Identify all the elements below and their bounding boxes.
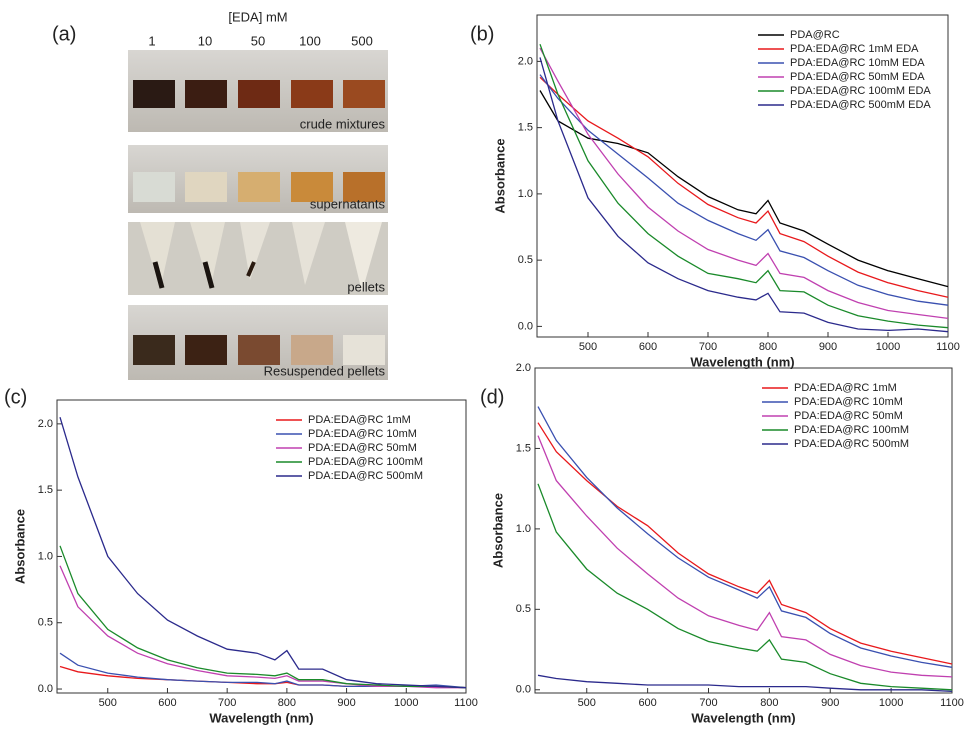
vials-supernatants — [133, 172, 385, 202]
legend-label: PDA:EDA@RC 1mM EDA — [790, 43, 919, 55]
y-tick-label: 1.0 — [516, 523, 531, 535]
legend-label: PDA:EDA@RC 1mM — [794, 382, 897, 394]
series-line — [59, 652, 467, 689]
x-tick-label: 500 — [99, 697, 117, 709]
row-label: Resuspended pellets — [264, 363, 386, 378]
x-tick-label: 1100 — [936, 341, 960, 353]
x-tick-label: 900 — [337, 697, 355, 709]
plot-frame — [536, 14, 949, 338]
vials-crude — [133, 80, 385, 108]
plot-frame — [56, 399, 467, 694]
x-axis-label: Wavelength (nm) — [690, 354, 794, 369]
series-line — [59, 565, 466, 689]
tubes-pellets — [140, 222, 382, 292]
panel-label: (c) — [4, 386, 27, 408]
concentration: 1 — [148, 33, 155, 48]
series-line — [539, 43, 949, 329]
y-tick-label: 2.0 — [516, 362, 531, 374]
series-line — [59, 417, 467, 689]
row-label: supernatants — [310, 196, 386, 211]
series-line — [539, 90, 949, 288]
series-line — [537, 406, 953, 668]
concentration: 100 — [299, 33, 321, 48]
row-label: crude mixtures — [300, 116, 386, 131]
legend-label: PDA:EDA@RC 1mM — [308, 414, 411, 426]
x-tick-label: 600 — [638, 697, 656, 709]
x-tick-label: 800 — [759, 341, 777, 353]
y-tick-label: 0.0 — [38, 683, 53, 695]
legend-label: PDA:EDA@RC 500mM — [308, 470, 423, 482]
y-tick-label: 0.5 — [38, 617, 53, 629]
x-tick-label: 1000 — [879, 697, 903, 709]
x-tick-label: 800 — [278, 697, 296, 709]
legend-label: PDA:EDA@RC 50mM EDA — [790, 71, 925, 83]
x-tick-label: 500 — [578, 697, 596, 709]
y-tick-label: 0.5 — [516, 603, 531, 615]
y-tick-label: 0.0 — [518, 320, 533, 332]
y-axis-label: Absorbance — [490, 493, 505, 568]
x-tick-label: 600 — [158, 697, 176, 709]
concentration: 50 — [251, 33, 265, 48]
y-tick-label: 2.0 — [518, 55, 533, 67]
header: [EDA] mM — [228, 9, 287, 24]
photo-panel: (a) [EDA] mM 1 10 50 100 500 crude mixtu… — [52, 9, 388, 380]
x-tick-label: 900 — [821, 697, 839, 709]
legend-label: PDA:EDA@RC 50mM — [308, 442, 417, 454]
x-tick-label: 900 — [819, 341, 837, 353]
concentration: 500 — [351, 33, 373, 48]
y-tick-label: 1.5 — [518, 122, 533, 134]
x-tick-label: 600 — [639, 341, 657, 353]
panel-label: (d) — [480, 386, 504, 408]
y-axis-label: Absorbance — [12, 509, 27, 584]
x-tick-label: 800 — [760, 697, 778, 709]
x-tick-label: 1100 — [454, 697, 478, 709]
panel-label: (a) — [52, 23, 76, 45]
legend-label: PDA:EDA@RC 100mM — [308, 456, 423, 468]
x-tick-label: 1000 — [394, 697, 418, 709]
series-line — [539, 74, 949, 306]
panel-label: (b) — [470, 23, 494, 45]
x-tick-label: 1000 — [876, 341, 900, 353]
y-tick-label: 1.5 — [38, 484, 53, 496]
x-tick-label: 1100 — [940, 697, 964, 709]
plot-frame — [534, 367, 953, 694]
x-tick-label: 700 — [699, 341, 717, 353]
series-line — [537, 483, 953, 691]
series-line — [537, 422, 953, 665]
legend-label: PDA:EDA@RC 500mM — [794, 438, 909, 450]
y-tick-label: 2.0 — [38, 418, 53, 430]
series-line — [539, 76, 949, 298]
legend-label: PDA:EDA@RC 10mM — [794, 396, 903, 408]
y-tick-label: 1.5 — [516, 442, 531, 454]
series-line — [539, 47, 949, 320]
x-tick-label: 700 — [218, 697, 236, 709]
legend-label: PDA:EDA@RC 100mM EDA — [790, 85, 931, 97]
x-tick-label: 700 — [699, 697, 717, 709]
y-axis-label: Absorbance — [492, 138, 507, 213]
x-axis-label: Wavelength (nm) — [209, 710, 313, 725]
row-label: pellets — [347, 279, 385, 294]
vials-resuspended — [133, 335, 385, 365]
x-tick-label: 500 — [579, 341, 597, 353]
legend-label: PDA:EDA@RC 50mM — [794, 410, 903, 422]
legend-label: PDA:EDA@RC 500mM EDA — [790, 99, 931, 111]
concentration: 10 — [198, 33, 212, 48]
y-tick-label: 0.0 — [516, 684, 531, 696]
legend-label: PDA:EDA@RC 100mM — [794, 424, 909, 436]
y-tick-label: 0.5 — [518, 254, 533, 266]
series-line — [537, 674, 953, 693]
y-tick-label: 1.0 — [38, 550, 53, 562]
x-axis-label: Wavelength (nm) — [691, 710, 795, 725]
legend-label: PDA@RC — [790, 29, 840, 41]
legend-label: PDA:EDA@RC 10mM — [308, 428, 417, 440]
series-line — [539, 57, 949, 333]
series-line — [537, 435, 953, 678]
series-line — [59, 545, 467, 689]
y-tick-label: 1.0 — [518, 188, 533, 200]
legend-label: PDA:EDA@RC 10mM EDA — [790, 57, 925, 69]
